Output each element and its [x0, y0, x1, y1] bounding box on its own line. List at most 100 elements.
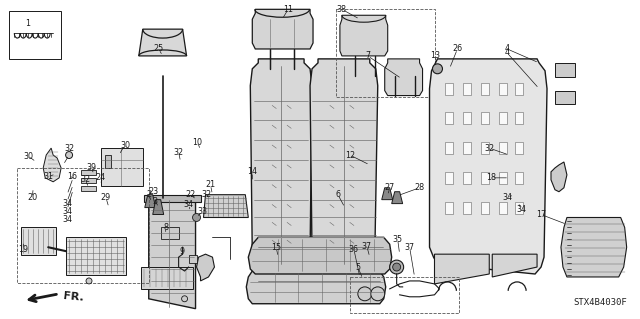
Text: 32: 32	[202, 190, 212, 199]
Text: 25: 25	[154, 44, 164, 54]
Polygon shape	[252, 9, 313, 49]
Polygon shape	[139, 29, 187, 56]
Polygon shape	[105, 155, 111, 168]
Text: 16: 16	[67, 172, 77, 181]
Polygon shape	[492, 254, 537, 277]
Text: 23: 23	[148, 187, 159, 196]
Text: 32: 32	[484, 144, 494, 152]
Bar	[499, 83, 507, 94]
Text: 21: 21	[205, 180, 216, 189]
Polygon shape	[81, 178, 96, 183]
Polygon shape	[148, 198, 196, 309]
Text: 17: 17	[536, 210, 546, 219]
Text: 34: 34	[62, 215, 72, 224]
Bar	[21, 227, 56, 255]
Text: 14: 14	[247, 167, 257, 176]
Bar	[445, 202, 453, 213]
Polygon shape	[196, 254, 214, 281]
Text: 32: 32	[173, 148, 184, 157]
Text: FR.: FR.	[63, 291, 84, 303]
Polygon shape	[435, 254, 489, 284]
Polygon shape	[81, 170, 96, 175]
Circle shape	[86, 278, 92, 284]
Text: 31: 31	[43, 172, 53, 181]
Polygon shape	[145, 195, 156, 208]
Bar	[445, 142, 453, 154]
Bar	[445, 83, 453, 94]
Polygon shape	[385, 59, 422, 96]
Text: 34: 34	[502, 193, 512, 202]
Bar	[141, 267, 193, 289]
Polygon shape	[153, 200, 164, 214]
Bar	[515, 142, 523, 154]
Text: 22: 22	[186, 190, 196, 199]
Text: 28: 28	[415, 183, 424, 192]
Circle shape	[433, 64, 442, 74]
Text: 4: 4	[505, 44, 509, 54]
Text: 32: 32	[80, 175, 90, 184]
Polygon shape	[429, 59, 547, 274]
Text: 11: 11	[283, 5, 293, 14]
Circle shape	[193, 213, 200, 221]
Bar	[481, 112, 489, 124]
Text: 30: 30	[121, 141, 131, 150]
Bar	[463, 172, 471, 184]
Text: 10: 10	[193, 138, 202, 147]
Polygon shape	[310, 59, 378, 267]
Bar	[10, 11, 61, 59]
Polygon shape	[392, 192, 403, 204]
Text: 32: 32	[64, 144, 74, 152]
Text: 35: 35	[392, 235, 403, 244]
Polygon shape	[81, 186, 96, 191]
Bar	[499, 172, 507, 184]
Polygon shape	[246, 271, 386, 304]
Bar	[481, 83, 489, 94]
Bar	[515, 112, 523, 124]
Bar	[515, 83, 523, 94]
Bar	[445, 172, 453, 184]
Text: 18: 18	[486, 173, 496, 182]
Text: 6: 6	[335, 190, 340, 199]
Text: 37: 37	[362, 242, 372, 251]
Polygon shape	[248, 237, 392, 274]
Bar	[481, 142, 489, 154]
Polygon shape	[144, 195, 200, 202]
Bar	[17, 168, 148, 283]
Bar	[445, 112, 453, 124]
Bar	[66, 237, 126, 275]
Text: 12: 12	[345, 151, 355, 160]
Bar	[515, 202, 523, 213]
Text: 15: 15	[271, 243, 281, 252]
Text: 9: 9	[179, 247, 184, 256]
Text: 26: 26	[452, 44, 463, 54]
Bar	[481, 202, 489, 213]
Text: 37: 37	[404, 243, 415, 252]
Bar	[463, 83, 471, 94]
Circle shape	[393, 263, 401, 271]
Polygon shape	[44, 148, 61, 182]
Polygon shape	[381, 188, 393, 200]
Circle shape	[182, 296, 188, 302]
Bar	[481, 172, 489, 184]
Polygon shape	[204, 195, 248, 218]
Text: 30: 30	[23, 152, 33, 160]
Bar	[463, 142, 471, 154]
Bar	[499, 112, 507, 124]
Text: 34: 34	[516, 205, 526, 214]
Polygon shape	[250, 59, 312, 267]
Text: 19: 19	[18, 245, 28, 254]
Text: 34: 34	[62, 199, 72, 208]
Bar	[499, 142, 507, 154]
Text: 38: 38	[337, 5, 347, 14]
Text: 20: 20	[27, 193, 37, 202]
Text: 39: 39	[86, 163, 96, 173]
Text: STX4B4030F: STX4B4030F	[573, 298, 627, 307]
Text: 27: 27	[385, 183, 395, 192]
Polygon shape	[340, 15, 388, 56]
Bar	[350, 277, 460, 313]
Text: 1: 1	[25, 19, 30, 28]
Circle shape	[371, 287, 385, 301]
Bar	[555, 63, 575, 77]
Bar	[463, 202, 471, 213]
Circle shape	[358, 287, 372, 301]
